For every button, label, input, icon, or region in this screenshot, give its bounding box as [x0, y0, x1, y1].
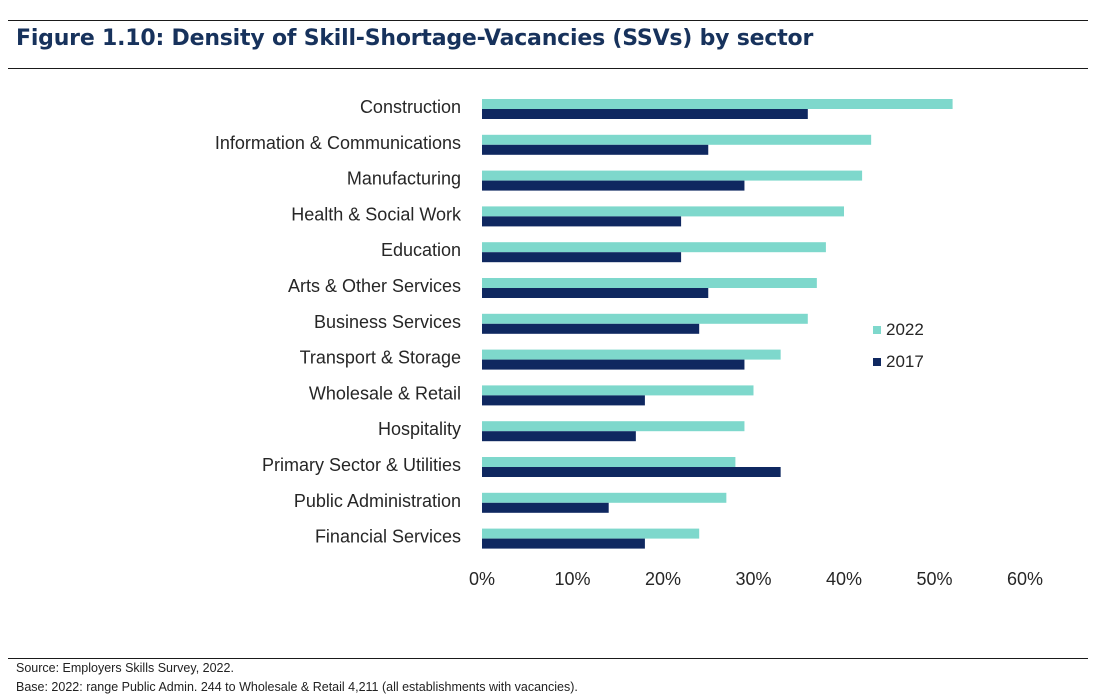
category-label: Education	[381, 240, 461, 260]
title-rule-bottom	[8, 68, 1088, 69]
bar-2022-hospitality	[482, 421, 745, 432]
legend-swatch-2022	[873, 326, 881, 334]
base-note: Base: 2022: range Public Admin. 244 to W…	[16, 680, 578, 694]
bar-2022-wholesale-retail	[482, 385, 754, 396]
category-label: Health & Social Work	[291, 204, 462, 224]
x-tick-label: 0%	[469, 569, 495, 589]
footer-rule	[8, 658, 1088, 659]
bar-2022-financial-services	[482, 528, 700, 539]
category-label: Transport & Storage	[300, 348, 461, 368]
bar-2017-construction	[482, 109, 808, 119]
bar-2017-primary-sector-utilities	[482, 467, 781, 477]
category-label: Public Administration	[294, 491, 461, 511]
bar-2017-hospitality	[482, 431, 636, 442]
bar-2022-information-communications	[482, 134, 872, 145]
bar-2022-transport-storage	[482, 349, 781, 360]
figure-title: Figure 1.10: Density of Skill-Shortage-V…	[16, 26, 814, 51]
category-label: Hospitality	[378, 419, 461, 439]
bar-2017-health-social-work	[482, 216, 682, 227]
bar-2017-wholesale-retail	[482, 395, 645, 406]
bar-2022-education	[482, 242, 826, 253]
category-label: Manufacturing	[347, 169, 461, 189]
bar-2022-business-services	[482, 313, 808, 324]
title-rule-top	[8, 20, 1088, 21]
legend-swatch-2017	[873, 358, 881, 366]
bar-2017-information-communications	[482, 144, 709, 155]
bar-2017-financial-services	[482, 538, 645, 549]
bar-chart: Construction Information & Communications…	[215, 97, 1043, 589]
x-tick-label: 30%	[735, 569, 771, 589]
bar-2017-arts-other-services	[482, 288, 709, 298]
bar-2017-education	[482, 252, 682, 263]
x-tick-label: 40%	[826, 569, 862, 589]
bar-2017-business-services	[482, 323, 700, 334]
bar-2022-health-social-work	[482, 206, 844, 217]
bar-2022-construction	[482, 99, 953, 109]
x-tick-label: 60%	[1007, 569, 1043, 589]
x-tick-label: 20%	[645, 569, 681, 589]
category-label: Information & Communications	[215, 133, 461, 153]
legend-label: 2017	[886, 352, 924, 371]
category-label: Primary Sector & Utilities	[262, 455, 461, 475]
category-label: Business Services	[314, 312, 461, 332]
bar-2022-arts-other-services	[482, 278, 817, 288]
category-label: Financial Services	[315, 527, 461, 547]
legend-label: 2022	[886, 320, 924, 339]
category-label: Wholesale & Retail	[309, 383, 461, 403]
bar-2017-transport-storage	[482, 359, 745, 370]
category-label: Construction	[360, 97, 461, 117]
bar-2017-manufacturing	[482, 180, 745, 191]
bar-2022-manufacturing	[482, 170, 863, 181]
bar-2017-public-administration	[482, 502, 609, 513]
x-tick-label: 50%	[916, 569, 952, 589]
bar-2022-public-administration	[482, 492, 727, 503]
bar-2022-primary-sector-utilities	[482, 457, 736, 467]
source-note: Source: Employers Skills Survey, 2022.	[16, 661, 234, 675]
category-label: Arts & Other Services	[288, 276, 461, 296]
x-tick-label: 10%	[554, 569, 590, 589]
